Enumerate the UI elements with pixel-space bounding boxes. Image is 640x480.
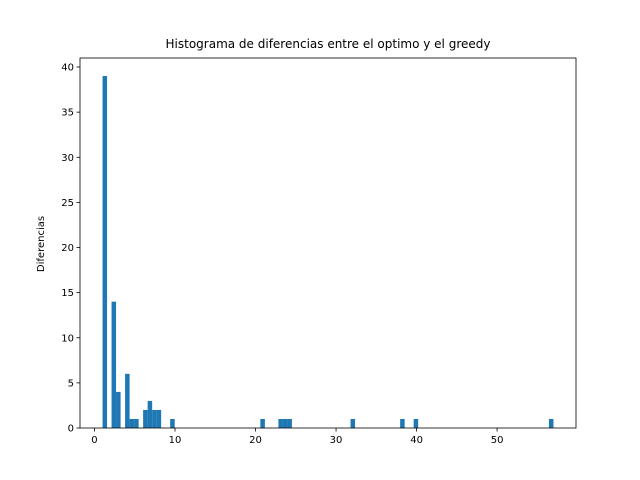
histogram-bar-19 <box>548 418 554 428</box>
histogram-bar-16 <box>350 418 356 428</box>
histogram-bar-17 <box>400 418 405 428</box>
histogram-bar-13 <box>278 418 283 428</box>
histogram-bar-7 <box>143 409 148 428</box>
histogram-bar-11 <box>170 418 175 428</box>
plot-frame <box>79 57 577 429</box>
histogram-bar-12 <box>260 418 265 428</box>
histogram-bar-6 <box>134 418 139 428</box>
histogram-bar-4 <box>125 373 130 428</box>
x-tick-label-20: 20 <box>249 435 262 446</box>
x-axis-ticks: 0 10 20 30 40 50 <box>91 428 503 446</box>
histogram-bar-15 <box>287 418 292 428</box>
y-tick-label-15: 15 <box>61 288 74 299</box>
x-tick-label-0: 0 <box>91 435 97 446</box>
histogram-bar-14 <box>282 418 288 428</box>
y-tick-label-30: 30 <box>61 153 74 164</box>
histogram-bar-8 <box>147 400 153 428</box>
histogram-bar-2 <box>111 301 117 428</box>
x-tick-label-40: 40 <box>410 435 423 446</box>
histogram-bar-18 <box>413 418 419 428</box>
histogram-bar-0 <box>102 76 108 429</box>
y-axis-label: Diferencias <box>36 216 47 272</box>
histogram-bar-10 <box>156 409 162 428</box>
x-tick-label-50: 50 <box>491 435 504 446</box>
histogram-bar-5 <box>129 418 135 428</box>
y-tick-label-40: 40 <box>61 63 74 74</box>
y-tick-label-0: 0 <box>68 424 74 435</box>
y-axis-ticks: 0 5 10 15 20 25 30 35 40 <box>61 63 80 435</box>
y-tick-label-25: 25 <box>61 198 74 209</box>
x-tick-label-10: 10 <box>169 435 182 446</box>
x-tick-label-30: 30 <box>330 435 343 446</box>
histogram-bar-9 <box>152 409 157 428</box>
y-tick-label-10: 10 <box>61 333 74 344</box>
y-tick-label-35: 35 <box>61 108 74 119</box>
bars-group <box>102 76 554 429</box>
y-tick-label-5: 5 <box>68 378 74 389</box>
y-tick-label-20: 20 <box>61 243 74 254</box>
histogram-bar-3 <box>116 391 121 428</box>
chart-title: Histograma de diferencias entre el optim… <box>166 37 491 51</box>
